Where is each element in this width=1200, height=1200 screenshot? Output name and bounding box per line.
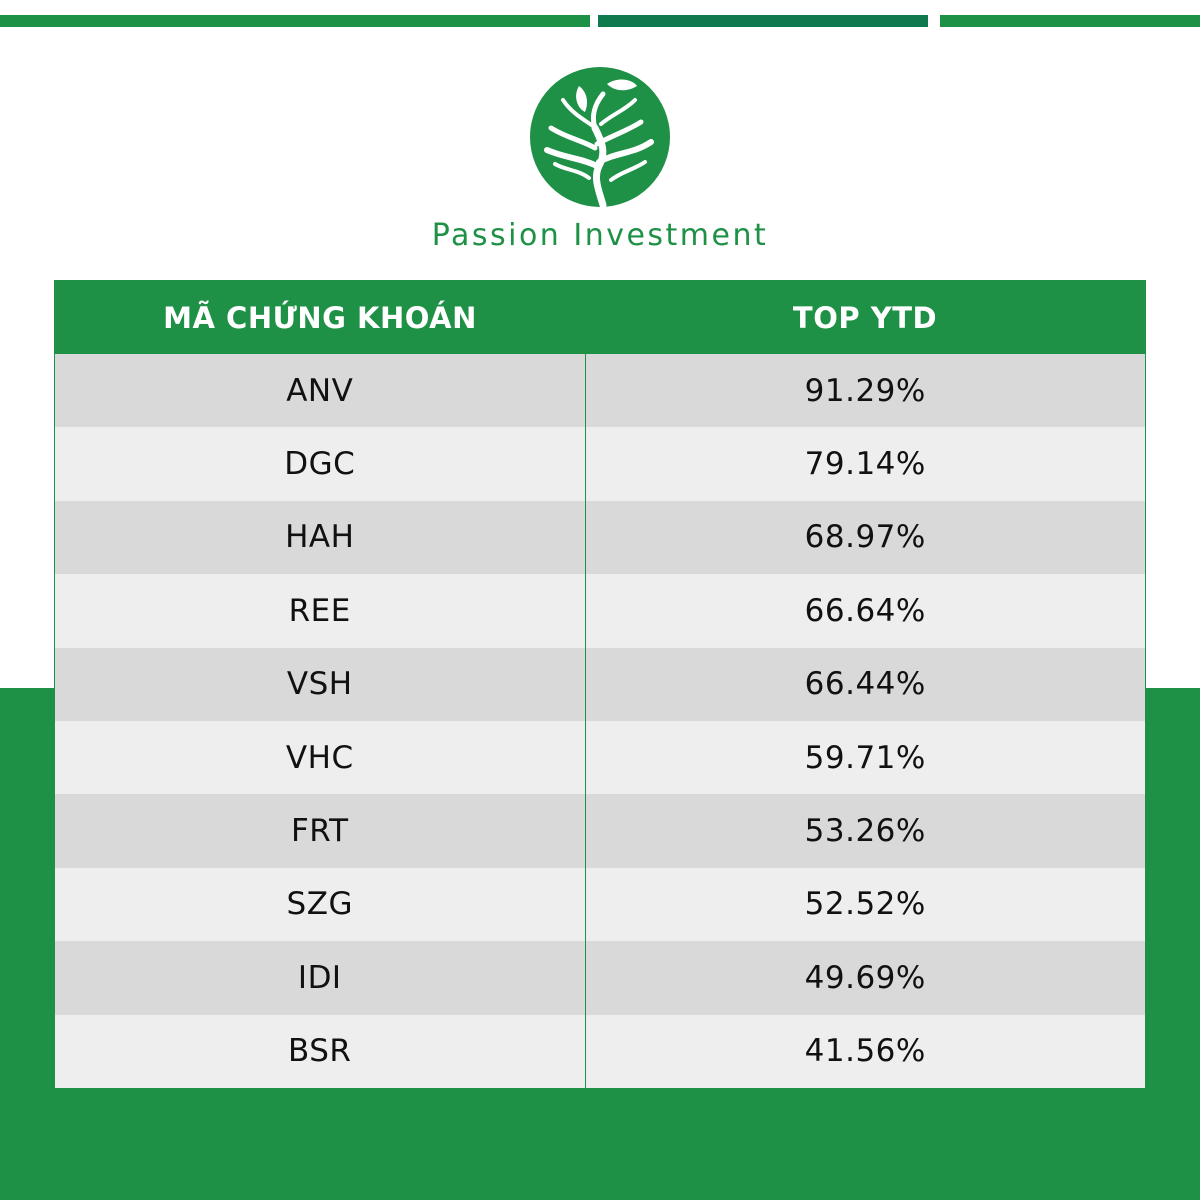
stock-code-cell: ANV — [55, 354, 586, 428]
table-row: REE 66.64% — [55, 574, 1145, 648]
ytd-value-cell: 91.29% — [804, 372, 926, 409]
ytd-value-cell: 66.64% — [804, 592, 926, 629]
stock-code-cell: VSH — [55, 647, 586, 721]
table-header: MÃ CHỨNG KHOÁN TOP YTD — [55, 281, 1145, 354]
header-stock-code: MÃ CHỨNG KHOÁN — [163, 300, 477, 335]
tree-logo-icon — [530, 67, 670, 208]
stock-code-cell: DGC — [55, 427, 586, 501]
table-row: DGC 79.14% — [55, 427, 1145, 501]
top-ytd-table: MÃ CHỨNG KHOÁN TOP YTD ANV 91.29% DGC 79.14… — [54, 280, 1146, 1089]
table-row: BSR 41.56% — [55, 1014, 1145, 1088]
ytd-value-cell: 68.97% — [804, 519, 926, 556]
table-row: ANV 91.29% — [55, 354, 1145, 428]
ytd-value-cell: 49.69% — [804, 959, 926, 996]
ytd-value-cell: 41.56% — [804, 1033, 926, 1070]
stock-code-cell: FRT — [55, 794, 586, 868]
table-row: VSH 66.44% — [55, 647, 1145, 721]
ytd-value-cell: 52.52% — [804, 886, 926, 923]
top-bar-left — [0, 15, 590, 27]
stock-code-cell: VHC — [55, 720, 586, 795]
table-row: SZG 52.52% — [55, 867, 1145, 942]
table-row: VHC 59.71% — [55, 720, 1145, 795]
table-row: HAH 68.97% — [55, 500, 1145, 575]
stock-code-cell: IDI — [55, 941, 586, 1015]
table-row: IDI 49.69% — [55, 941, 1145, 1015]
ytd-value-cell: 79.14% — [804, 446, 926, 483]
stock-code-cell: HAH — [55, 500, 586, 575]
brand-name: Passion Investment — [431, 218, 769, 253]
stock-code-cell: REE — [55, 574, 586, 648]
ytd-value-cell: 53.26% — [804, 813, 926, 850]
table-body: ANV 91.29% DGC 79.14% HAH 68.97% REE 66.64% VSH 6… — [55, 354, 1145, 1088]
stock-code-cell: SZG — [55, 867, 586, 942]
top-bar-right — [940, 15, 1200, 27]
header-top-ytd: TOP YTD — [792, 300, 938, 335]
table-row: FRT 53.26% — [55, 794, 1145, 868]
top-bar-middle — [598, 15, 928, 27]
ytd-value-cell: 66.44% — [804, 666, 926, 703]
ytd-value-cell: 59.71% — [804, 739, 926, 776]
stock-code-cell: BSR — [55, 1014, 586, 1088]
